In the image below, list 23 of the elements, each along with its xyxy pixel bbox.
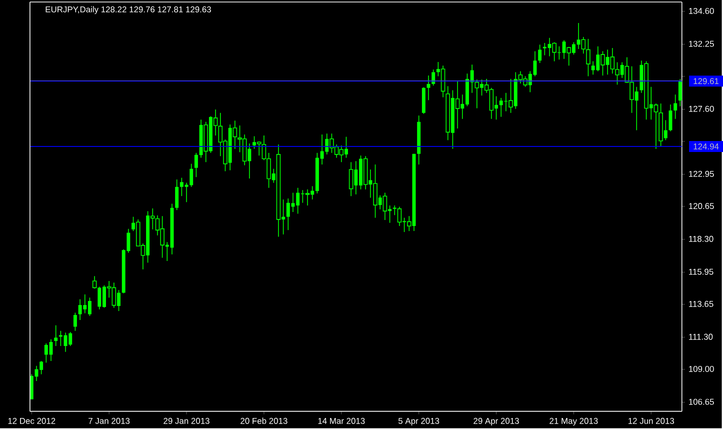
y-tick-label: 120.65 (689, 202, 714, 209)
ref-line-label: 129.61 (694, 78, 719, 84)
y-tick-label: 113.65 (689, 300, 714, 307)
chart-title: EURJPY,Daily 128.22 129.76 127.81 129.63 (46, 6, 211, 14)
x-tick-label: 14 Mar 2013 (318, 418, 365, 424)
y-tick-label: 122.95 (689, 170, 714, 177)
x-tick-label: 29 Apr 2013 (474, 418, 519, 426)
x-tick-label: 12 Dec 2012 (8, 418, 56, 424)
x-tick-label: 12 Jun 2013 (628, 418, 674, 424)
x-tick-label: 20 Feb 2013 (240, 418, 288, 424)
y-tick-label: 115.95 (689, 268, 714, 275)
y-tick-label: 127.60 (689, 106, 714, 112)
x-tick-label: 29 Jan 2013 (164, 418, 210, 424)
y-tick-label: 106.65 (689, 398, 714, 405)
y-tick-label: 134.60 (689, 8, 714, 14)
ref-line-label: 124.94 (694, 143, 719, 150)
y-tick-label: 118.30 (689, 236, 714, 242)
y-tick-label: 111.30 (689, 334, 713, 340)
x-tick-label: 7 Jan 2013 (88, 418, 130, 424)
y-tick-label: 132.25 (689, 40, 714, 47)
y-tick-label: 109.00 (689, 366, 714, 372)
x-tick-label: 21 May 2013 (550, 418, 598, 426)
x-tick-label: 5 Apr 2013 (398, 418, 440, 426)
